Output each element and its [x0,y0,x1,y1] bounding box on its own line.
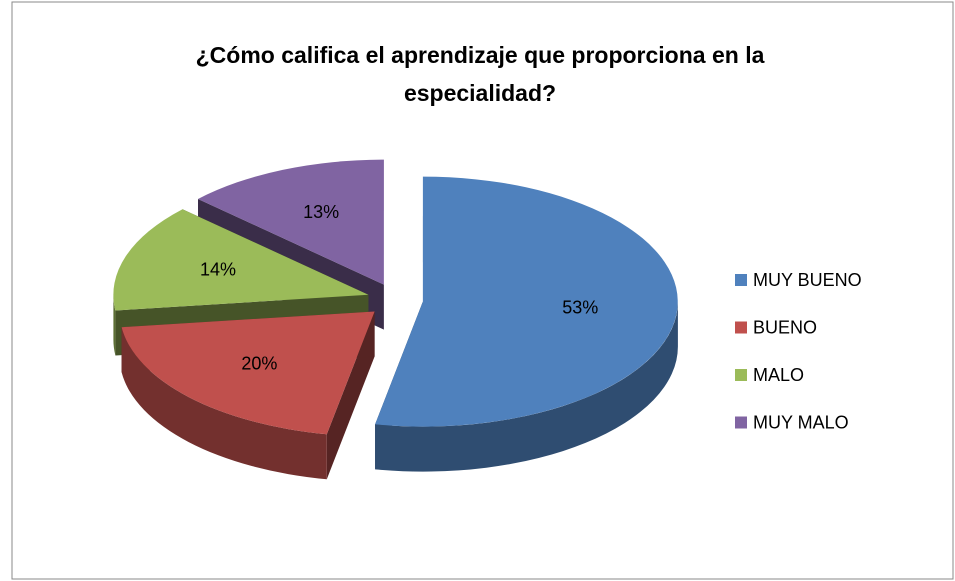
slice-wall [375,301,678,472]
data-label: 53% [562,298,598,318]
legend-label: MUY MALO [753,412,849,432]
chart-title: ¿Cómo califica el aprendizaje que propor… [195,42,765,106]
legend-swatch [735,274,747,286]
slice-wall [113,294,116,356]
chart-border [11,1,954,580]
slice [113,209,369,311]
legend-swatch [735,321,747,334]
slice-wall [121,327,327,480]
slice [375,176,678,427]
legend-swatch [735,416,747,429]
data-label: 20% [241,353,277,373]
slice [198,159,384,285]
slice [121,311,375,435]
legend-label: MALO [753,365,804,385]
legend-swatch [735,369,747,381]
data-label: 13% [303,202,339,222]
data-label: 14% [200,260,236,280]
legend-label: MUY BUENO [753,270,862,290]
legend-label: BUENO [753,317,817,337]
